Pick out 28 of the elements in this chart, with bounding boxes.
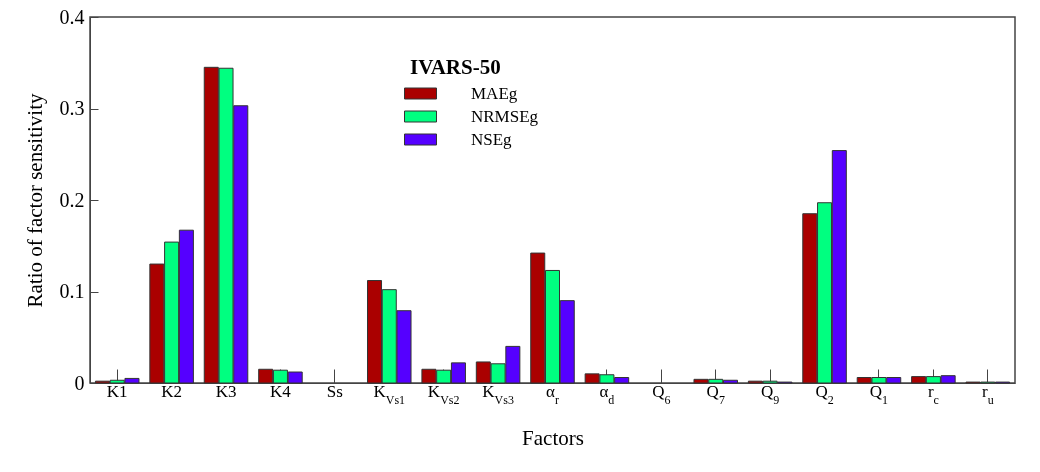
x-tick-label: r$_{c}$ xyxy=(927,381,939,407)
y-tick-label: 0.4 xyxy=(59,5,85,28)
x-tick-label: K4 xyxy=(270,381,292,401)
x-tick-label: Q$_{1}$ xyxy=(869,381,889,407)
x-tick-label: Q$_{9}$ xyxy=(761,381,780,407)
y-tick-label: 0.2 xyxy=(59,188,85,211)
x-tick-label: K$_{Vs2}$ xyxy=(427,381,460,407)
x-tick-label: Q$_{7}$ xyxy=(706,381,725,407)
x-tick-label: K3 xyxy=(215,381,237,401)
legend-label: MAEg xyxy=(471,83,518,103)
legend-label: NSEg xyxy=(471,129,513,149)
x-tick-label: K$_{Vs1}$ xyxy=(373,381,406,407)
x-tick-label: α$_{d}$ xyxy=(599,381,615,407)
x-tick-label: Q$_{6}$ xyxy=(652,381,671,407)
y-tick-label: 0.1 xyxy=(59,280,85,302)
x-tick-label: K1 xyxy=(106,381,128,401)
legend-title: IVARS-50 xyxy=(410,55,501,79)
x-tick-label: Q$_{2}$ xyxy=(815,381,834,407)
x-tick-label: Ss xyxy=(326,381,343,401)
x-tick-label: α$_{r}$ xyxy=(546,381,559,407)
y-tick-label: 0 xyxy=(74,371,85,394)
x-tick-label: K$_{Vs3}$ xyxy=(482,381,514,407)
y-axis-title: Ratio of factor sensitivity xyxy=(22,92,47,308)
x-tick-label: r$_{u}$ xyxy=(981,381,994,407)
x-tick-label: K2 xyxy=(161,381,183,401)
y-tick-label: 0.3 xyxy=(59,97,85,119)
legend-label: NRMSEg xyxy=(471,106,539,126)
x-axis-title: Factors xyxy=(522,425,584,450)
